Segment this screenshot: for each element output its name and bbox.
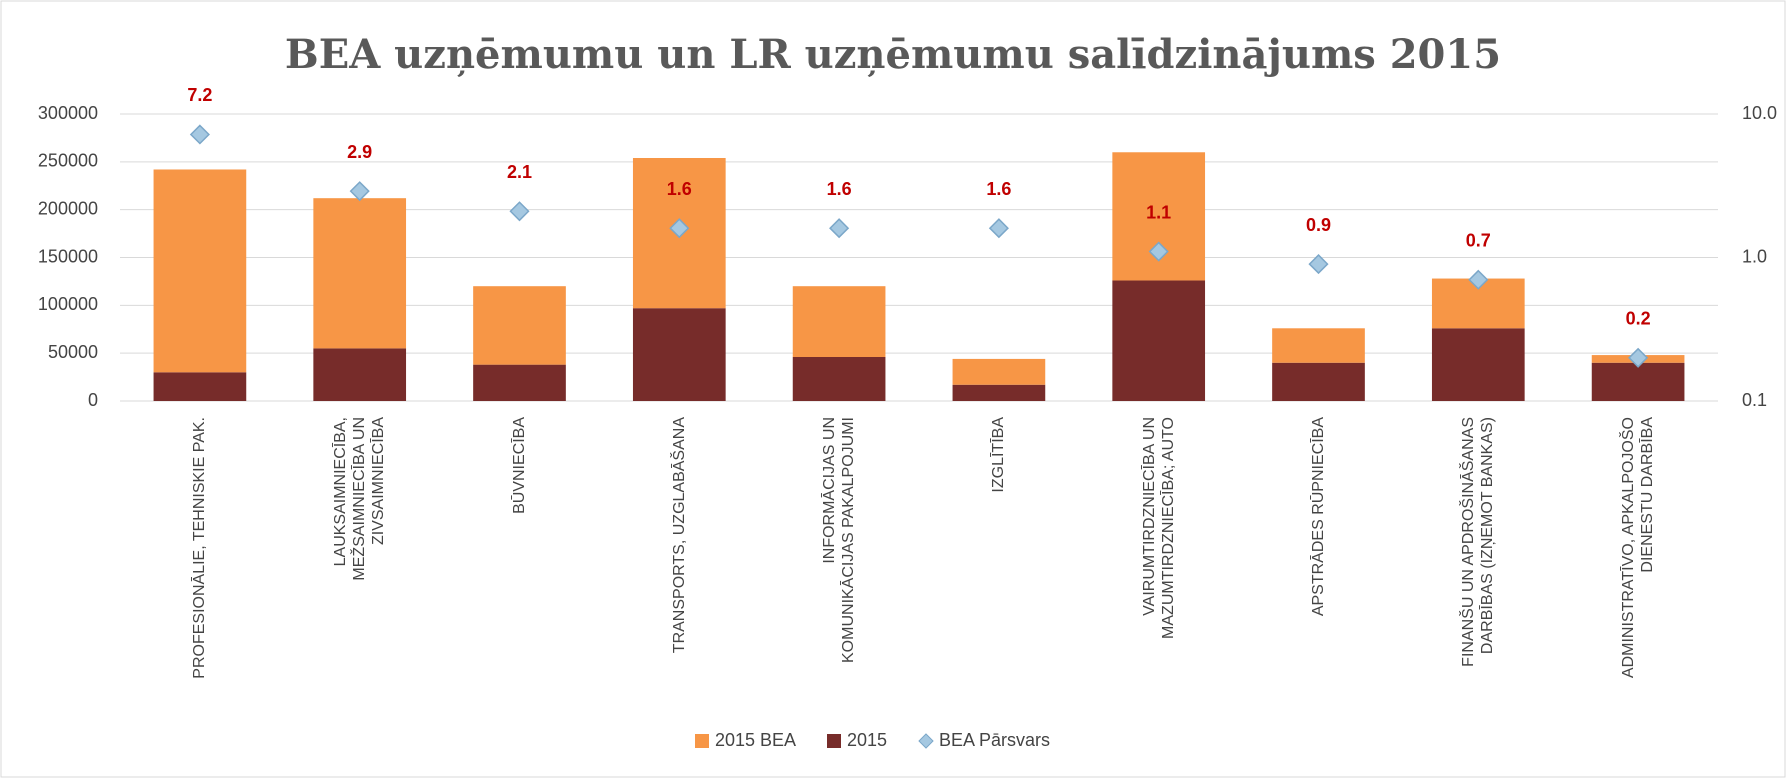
value-label: 0.7 bbox=[1466, 230, 1491, 250]
x-tick-label: PROFESIONĀLIE, TEHNISKIE PAK. bbox=[191, 417, 209, 679]
bar-segment bbox=[792, 356, 886, 401]
x-tick-label: INFORMĀCIJAS UN KOMUNIKĀCIJAS PAKALPOJUM… bbox=[821, 417, 858, 663]
value-label: 1.1 bbox=[1146, 202, 1171, 222]
bar-segment bbox=[473, 286, 566, 365]
value-label: 1.6 bbox=[827, 179, 852, 199]
marker bbox=[189, 124, 210, 145]
bar-segment bbox=[1431, 328, 1525, 401]
marker bbox=[509, 201, 530, 222]
legend-swatch bbox=[695, 734, 709, 748]
legend-label: BEA Pārsvars bbox=[939, 730, 1050, 750]
value-label: 0.9 bbox=[1306, 215, 1331, 235]
y-tick-label: 0 bbox=[88, 390, 98, 410]
bar-segment bbox=[153, 169, 247, 373]
y2-tick-label: 1.0 bbox=[1742, 246, 1767, 266]
y-tick-label: 250000 bbox=[38, 151, 98, 171]
value-label: 2.9 bbox=[347, 142, 372, 162]
x-tick-label: TRANSPORTS, UZGLABĀŠANA bbox=[670, 417, 688, 654]
value-label: 0.2 bbox=[1626, 309, 1651, 329]
x-tick-label: IZGLĪTĪBA bbox=[990, 417, 1008, 493]
bar-segment bbox=[153, 372, 247, 401]
marker bbox=[1148, 241, 1169, 262]
y-tick-label: 200000 bbox=[38, 198, 98, 218]
bar-segment bbox=[952, 384, 1046, 401]
x-tick-label: VAIRUMTIRDZNIECĪBA UN MAZUMTIRDZNIECĪBA;… bbox=[1140, 417, 1177, 639]
y-tick-label: 50000 bbox=[48, 342, 98, 362]
marker bbox=[349, 181, 370, 202]
legend-marker bbox=[918, 733, 934, 749]
bar-segment bbox=[313, 348, 407, 401]
x-tick-label: BŪVNIECĪBA bbox=[511, 417, 528, 514]
bar-segment bbox=[1591, 362, 1685, 401]
x-tick-label: ADMINISTRATĪVO, APKALPOJOŠO DIENESTU DAR… bbox=[1620, 417, 1657, 679]
value-label: 1.6 bbox=[667, 179, 692, 199]
marker bbox=[1308, 254, 1329, 275]
bar-segment bbox=[313, 198, 407, 349]
bar-segment bbox=[1272, 362, 1365, 401]
legend-label: 2015 BEA bbox=[715, 730, 796, 750]
legend-label: 2015 bbox=[847, 730, 887, 750]
chart-title: BEA uzņēmumu un LR uzņēmumu salīdzinājum… bbox=[285, 31, 1501, 78]
bar-segment bbox=[632, 308, 726, 401]
x-tick-label: LAUKSAIMNIECĪBA, MEŽSAIMNIECĪBA UN ZIVSA… bbox=[332, 417, 388, 581]
value-label: 1.6 bbox=[986, 179, 1011, 199]
marker bbox=[669, 218, 690, 239]
bar-segment bbox=[473, 364, 566, 401]
marker bbox=[829, 218, 850, 239]
bar-segment bbox=[792, 286, 886, 357]
x-tick-label: FINANŠU UN APDROŠINĀŠANAS DARBĪBAS (IZŅE… bbox=[1460, 417, 1497, 667]
marker bbox=[1468, 269, 1489, 290]
marker bbox=[988, 218, 1009, 239]
y-tick-label: 150000 bbox=[38, 246, 98, 266]
marker bbox=[1628, 347, 1649, 368]
x-tick-label: APSTRĀDES RŪPNIECĪBA bbox=[1310, 417, 1327, 617]
bar-segment bbox=[1112, 280, 1206, 401]
y2-tick-label: 0.1 bbox=[1742, 390, 1767, 410]
y-tick-label: 300000 bbox=[38, 103, 98, 123]
bar-segment bbox=[952, 358, 1046, 385]
bar-segment bbox=[1272, 328, 1365, 363]
y-tick-label: 100000 bbox=[38, 294, 98, 314]
value-label: 2.1 bbox=[507, 162, 532, 182]
y2-tick-label: 10.0 bbox=[1742, 103, 1777, 123]
legend-swatch bbox=[827, 734, 841, 748]
value-label: 7.2 bbox=[187, 85, 212, 105]
